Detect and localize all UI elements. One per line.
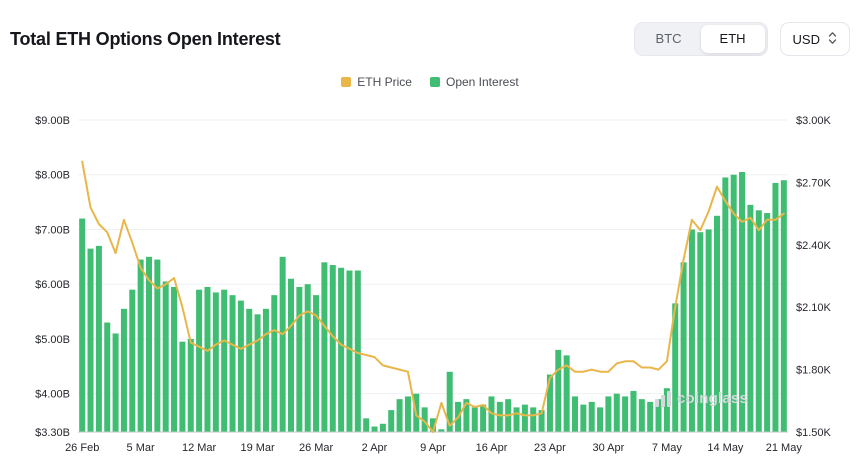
svg-text:$2.70K: $2.70K — [796, 177, 832, 189]
currency-value: USD — [792, 31, 820, 47]
chart-area: $9.00B $8.00B $7.00B $6.00B $5.00B $4.00B $3.3… — [0, 106, 860, 463]
svg-text:19 Mar: 19 Mar — [240, 442, 275, 454]
asset-toggle: BTC ETH — [633, 22, 768, 56]
x-axis-labels: 26 Feb 5 Mar 12 Mar 19 Mar 26 Mar 2 Apr 9 Apr 1… — [65, 442, 802, 454]
svg-text:$1.50K: $1.50K — [796, 427, 832, 439]
svg-text:9 Apr: 9 Apr — [420, 442, 446, 454]
open-interest-swatch — [429, 77, 440, 87]
svg-text:$3.30B: $3.30B — [35, 427, 70, 439]
svg-text:16 Apr: 16 Apr — [476, 442, 508, 454]
svg-text:12 Mar: 12 Mar — [182, 442, 217, 454]
eth-price-swatch — [341, 77, 352, 87]
legend-label: Open Interest — [445, 75, 519, 89]
tab-btc[interactable]: BTC — [637, 25, 701, 53]
svg-text:14 May: 14 May — [707, 442, 744, 454]
svg-text:21 May: 21 May — [766, 442, 803, 454]
svg-text:$5.00B: $5.00B — [35, 334, 70, 346]
svg-text:$2.10K: $2.10K — [796, 302, 832, 314]
svg-text:26 Feb: 26 Feb — [65, 442, 99, 454]
currency-select[interactable]: USD — [779, 22, 850, 56]
left-axis-labels: $9.00B $8.00B $7.00B $6.00B $5.00B $4.00B $3.3… — [35, 115, 70, 439]
svg-text:$8.00B: $8.00B — [35, 170, 70, 182]
header: Total ETH Options Open Interest BTC ETH … — [0, 0, 860, 56]
svg-text:$9.00B: $9.00B — [35, 115, 70, 127]
svg-text:$6.00B: $6.00B — [35, 279, 70, 291]
tab-eth[interactable]: ETH — [700, 25, 765, 53]
legend-label: ETH Price — [357, 75, 412, 89]
svg-text:23 Apr: 23 Apr — [534, 442, 566, 454]
svg-text:2 Apr: 2 Apr — [362, 442, 388, 454]
options-open-interest-chart[interactable]: $9.00B $8.00B $7.00B $6.00B $5.00B $4.00B $3.3… — [0, 106, 860, 458]
svg-text:$4.00B: $4.00B — [35, 389, 70, 401]
legend-item-open-interest[interactable]: Open Interest — [429, 75, 519, 89]
svg-text:26 Mar: 26 Mar — [299, 442, 334, 454]
svg-text:5 Mar: 5 Mar — [127, 442, 155, 454]
right-axis-labels: $3.00K $2.70K $2.40K $2.10K $1.80K $1.50K — [796, 115, 832, 439]
open-interest-bars[interactable] — [79, 172, 787, 432]
svg-text:$7.00B: $7.00B — [35, 224, 70, 236]
svg-text:$1.80K: $1.80K — [796, 365, 832, 377]
svg-text:7 May: 7 May — [652, 442, 682, 454]
eth-price-line[interactable] — [81, 160, 785, 433]
up-down-chevron-icon — [828, 31, 837, 48]
svg-text:$2.40K: $2.40K — [796, 240, 832, 252]
page-title: Total ETH Options Open Interest — [10, 28, 281, 49]
legend-item-eth-price[interactable]: ETH Price — [341, 75, 412, 89]
svg-text:$3.00K: $3.00K — [796, 115, 832, 127]
header-controls: BTC ETH USD — [633, 22, 850, 56]
svg-text:30 Apr: 30 Apr — [592, 442, 624, 454]
legend: ETH Price Open Interest — [0, 74, 860, 90]
